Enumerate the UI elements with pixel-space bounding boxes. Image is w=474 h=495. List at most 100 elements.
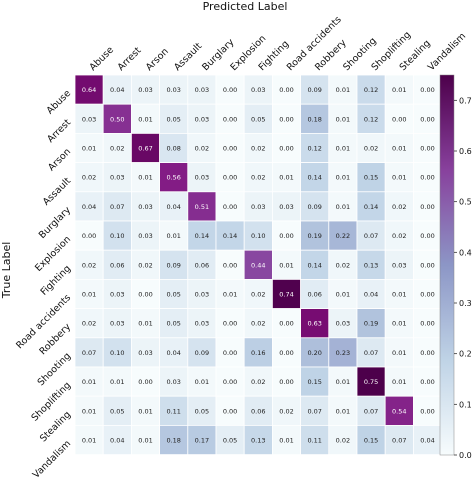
heatmap-cell xyxy=(243,395,273,426)
heatmap-cell xyxy=(384,337,414,368)
cell-value-label: 0.02 xyxy=(364,145,378,153)
cell-value-label: 0.14 xyxy=(195,232,209,240)
cell-value-label: 0.01 xyxy=(392,174,406,182)
cell-value-label: 0.02 xyxy=(336,437,350,445)
cell-value-label: 0.19 xyxy=(307,232,321,240)
y-tick-label: Arrest xyxy=(45,117,73,145)
x-tick-label: Arson xyxy=(144,46,171,73)
heatmap-cell xyxy=(215,337,245,368)
cell-value-label: 0.18 xyxy=(307,115,321,123)
cell-value-label: 0.01 xyxy=(336,407,350,415)
cell-value-label: 0.02 xyxy=(251,378,265,386)
cell-value-label: 0.02 xyxy=(279,407,293,415)
cell-value-label: 0.00 xyxy=(420,115,434,123)
heatmap-cell xyxy=(384,162,414,193)
cell-value-label: 0.03 xyxy=(110,291,124,299)
cell-value-label: 0.02 xyxy=(251,320,265,328)
cell-value-label: 0.10 xyxy=(251,232,265,240)
cell-value-label: 0.00 xyxy=(392,115,406,123)
heatmap-cell xyxy=(384,366,414,397)
cell-value-label: 0.14 xyxy=(307,261,321,269)
cell-value-label: 0.00 xyxy=(223,145,237,153)
heatmap-cell xyxy=(187,103,217,134)
cell-value-label: 0.13 xyxy=(251,437,265,445)
cell-value-label: 0.01 xyxy=(392,378,406,386)
cell-value-label: 0.03 xyxy=(251,86,265,94)
heatmap-cell xyxy=(130,308,160,339)
heatmap-cell xyxy=(412,395,442,426)
cell-value-label: 0.01 xyxy=(82,291,96,299)
cell-value-label: 0.03 xyxy=(195,115,209,123)
cell-value-label: 0.02 xyxy=(392,203,406,211)
cell-value-label: 0.02 xyxy=(82,261,96,269)
heatmap-cell xyxy=(159,308,189,339)
heatmap-cell xyxy=(384,424,414,455)
heatmap-cell xyxy=(215,74,245,105)
y-tick-label: Vandalism xyxy=(31,438,73,480)
cell-value-label: 0.00 xyxy=(223,378,237,386)
heatmap-cell xyxy=(130,103,160,134)
cell-value-label: 0.00 xyxy=(420,203,434,211)
cell-value-label: 0.20 xyxy=(307,349,321,357)
heatmap-cell xyxy=(271,308,301,339)
heatmap-cell xyxy=(130,220,160,251)
cell-value-label: 0.03 xyxy=(392,261,406,269)
heatmap-cell xyxy=(356,249,386,280)
heatmap-cell xyxy=(300,366,330,397)
cell-value-label: 0.01 xyxy=(279,174,293,182)
cell-value-label: 0.19 xyxy=(364,320,378,328)
cell-value-label: 0.00 xyxy=(279,86,293,94)
cell-value-label: 0.02 xyxy=(138,261,152,269)
heatmap-cell xyxy=(243,278,273,309)
cell-value-label: 0.01 xyxy=(392,145,406,153)
heatmap-cell xyxy=(215,162,245,193)
cell-value-label: 0.10 xyxy=(110,232,124,240)
cell-value-label: 0.15 xyxy=(307,378,321,386)
heatmap-cell xyxy=(159,337,189,368)
cell-value-label: 0.07 xyxy=(364,232,378,240)
cell-value-label: 0.01 xyxy=(336,145,350,153)
cell-value-label: 0.03 xyxy=(195,291,209,299)
heatmap-cell xyxy=(356,220,386,251)
cell-value-label: 0.00 xyxy=(223,261,237,269)
cell-value-label: 0.07 xyxy=(364,349,378,357)
cell-value-label: 0.75 xyxy=(364,378,378,386)
cell-value-label: 0.02 xyxy=(82,320,96,328)
x-tick-label: Assault xyxy=(172,41,204,73)
cell-value-label: 0.00 xyxy=(420,232,434,240)
cell-value-label: 0.11 xyxy=(166,407,180,415)
heatmap-cell xyxy=(130,337,160,368)
heatmap-cell xyxy=(74,103,104,134)
heatmap-cell xyxy=(243,103,273,134)
heatmap-cell xyxy=(384,278,414,309)
cell-value-label: 0.01 xyxy=(336,378,350,386)
cell-value-label: 0.06 xyxy=(110,261,124,269)
heatmap-cell xyxy=(243,162,273,193)
cell-value-label: 0.15 xyxy=(364,174,378,182)
cell-value-label: 0.02 xyxy=(82,174,96,182)
colorbar-tick-label: 0.6 xyxy=(459,147,472,156)
heatmap-cell xyxy=(271,162,301,193)
heatmap-cell xyxy=(102,337,132,368)
cell-value-label: 0.07 xyxy=(110,203,124,211)
heatmap-cell xyxy=(271,103,301,134)
heatmap-cell xyxy=(74,220,104,251)
cell-value-label: 0.07 xyxy=(82,349,96,357)
heatmap-cell xyxy=(328,220,358,251)
heatmap-cell xyxy=(300,162,330,193)
heatmap-cell xyxy=(102,366,132,397)
cell-value-label: 0.02 xyxy=(110,145,124,153)
cell-value-label: 0.17 xyxy=(195,437,209,445)
cell-value-label: 0.00 xyxy=(420,261,434,269)
heatmap-grid: 0.64 0.04 0.03 0.03 0.03 0.00 0.03 0.00 0.09 0.01… xyxy=(74,74,442,455)
cell-value-label: 0.01 xyxy=(138,174,152,182)
cell-value-label: 0.23 xyxy=(336,349,350,357)
cell-value-label: 0.04 xyxy=(110,86,124,94)
cell-value-label: 0.00 xyxy=(420,320,434,328)
cell-value-label: 0.04 xyxy=(166,349,180,357)
heatmap-cell xyxy=(271,278,301,309)
x-tick-label: Vandalism xyxy=(426,31,468,73)
cell-value-label: 0.14 xyxy=(307,174,321,182)
cell-value-label: 0.03 xyxy=(195,86,209,94)
heatmap-cell xyxy=(102,132,132,163)
